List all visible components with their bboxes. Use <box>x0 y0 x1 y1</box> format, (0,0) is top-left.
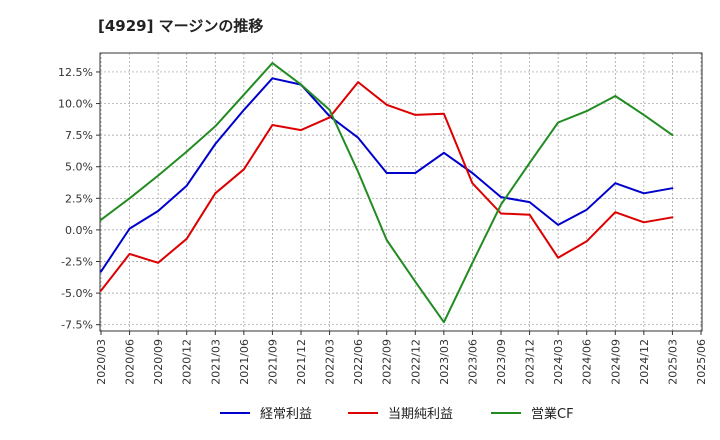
x-tick-label: 2022/09 <box>381 339 394 385</box>
y-tick-label: -2.5% <box>61 256 93 269</box>
y-tick-label: 0.0% <box>65 224 93 237</box>
x-tick-label: 2024/12 <box>638 339 651 385</box>
x-tick-label: 2022/03 <box>324 339 337 385</box>
series-line <box>100 77 674 273</box>
y-tick-label: 10.0% <box>58 98 93 111</box>
x-tick-label: 2021/03 <box>209 339 222 385</box>
x-tick-label: 2020/09 <box>152 339 165 385</box>
plot-background <box>100 53 702 331</box>
series-line <box>100 81 674 292</box>
y-axis: -7.5% -5.0% -2.5% 0.0% 2.5% 5.0% 7.5% 10.0% 12.5… <box>58 66 100 332</box>
x-tick-label: 2021/09 <box>266 339 279 385</box>
x-tick-label: 2023/06 <box>466 339 479 385</box>
plot-frame <box>99 52 703 332</box>
x-tick-label: 2021/12 <box>295 339 308 385</box>
x-tick-label: 2023/03 <box>438 339 451 385</box>
x-tick-label: 2024/03 <box>552 339 565 385</box>
y-tick-label: -5.0% <box>61 287 93 300</box>
legend-label: 営業CF <box>531 406 574 422</box>
x-tick-label: 2021/06 <box>238 339 251 385</box>
series <box>100 62 674 324</box>
x-tick-label: 2024/06 <box>581 339 594 385</box>
x-tick-label: 2023/09 <box>495 339 508 385</box>
series-line <box>100 62 674 324</box>
legend-label: 経常利益 <box>260 407 312 422</box>
legend-label: 当期純利益 <box>388 407 453 422</box>
x-tick-label: 2023/12 <box>524 339 537 385</box>
y-tick-label: 5.0% <box>65 161 93 174</box>
x-tick-label: 2025/03 <box>666 339 679 385</box>
chart-title: [4929] マージンの推移 <box>98 17 264 35</box>
x-tick-label: 2022/06 <box>352 339 365 385</box>
y-tick-label: 7.5% <box>65 129 93 142</box>
x-tick-label: 2020/12 <box>181 339 194 385</box>
x-tick-label: 2020/03 <box>95 339 108 385</box>
y-tick-label: 2.5% <box>65 192 93 205</box>
grid <box>100 53 702 331</box>
x-tick-label: 2022/12 <box>409 339 422 385</box>
x-axis: 2020/03 2020/06 2020/09 2020/12 2021/03 2021/… <box>95 331 708 385</box>
x-tick-label: 2020/06 <box>124 339 137 385</box>
legend: 経常利益 当期純利益 営業CF <box>220 406 574 422</box>
y-tick-label: 12.5% <box>58 66 93 79</box>
y-tick-label: -7.5% <box>61 319 93 332</box>
x-tick-label: 2024/09 <box>609 339 622 385</box>
x-tick-label: 2025/06 <box>695 339 708 385</box>
